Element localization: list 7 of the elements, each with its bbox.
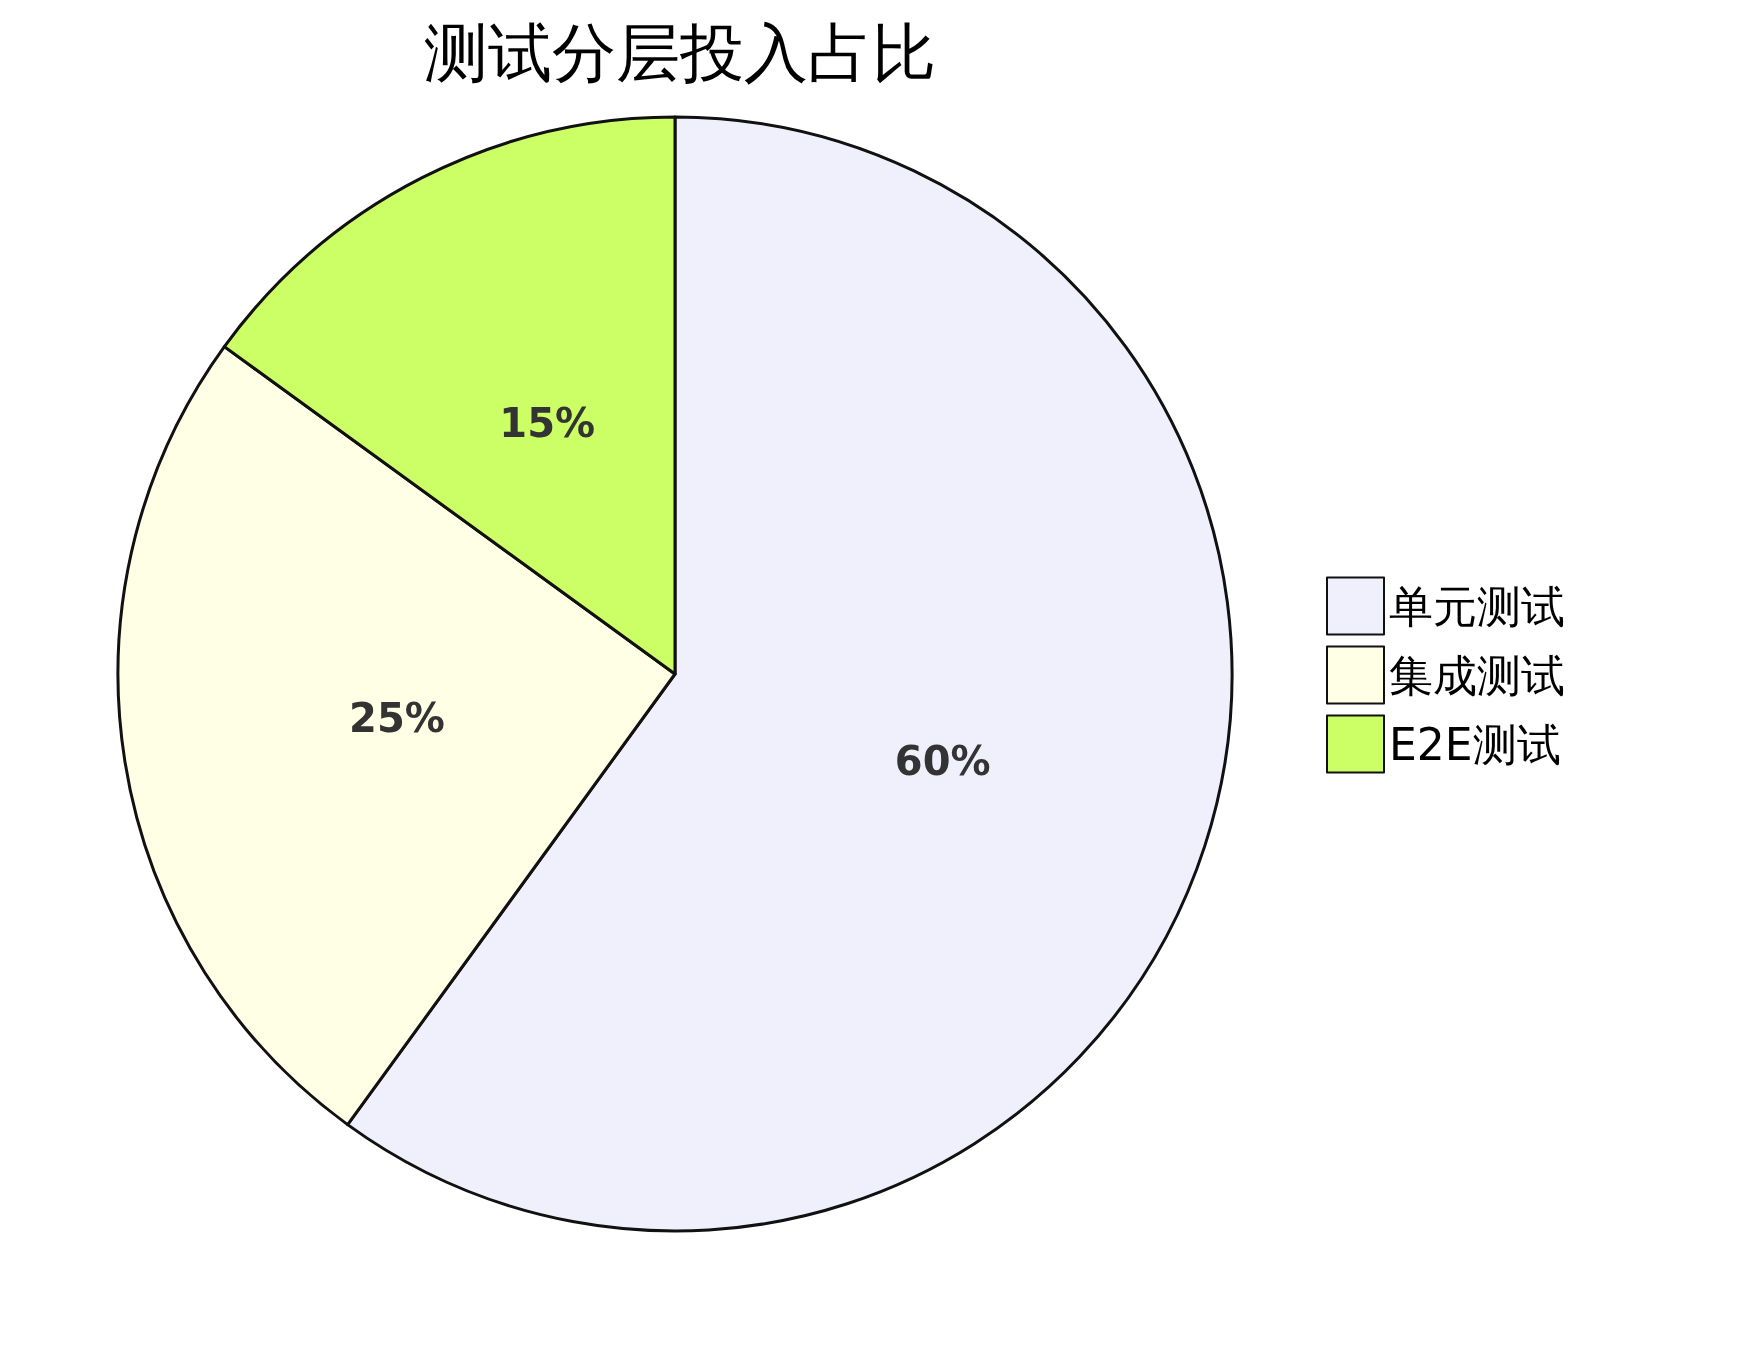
data-label: 60% bbox=[894, 737, 991, 784]
legend-label: E2E测试 bbox=[1389, 718, 1561, 770]
data-label: 15% bbox=[499, 400, 596, 447]
data-label: 25% bbox=[349, 695, 445, 742]
legend-label: 集成测试 bbox=[1389, 649, 1565, 701]
chart-title: 测试分层投入占比 bbox=[424, 16, 936, 90]
legend-label: 单元测试 bbox=[1389, 580, 1565, 632]
